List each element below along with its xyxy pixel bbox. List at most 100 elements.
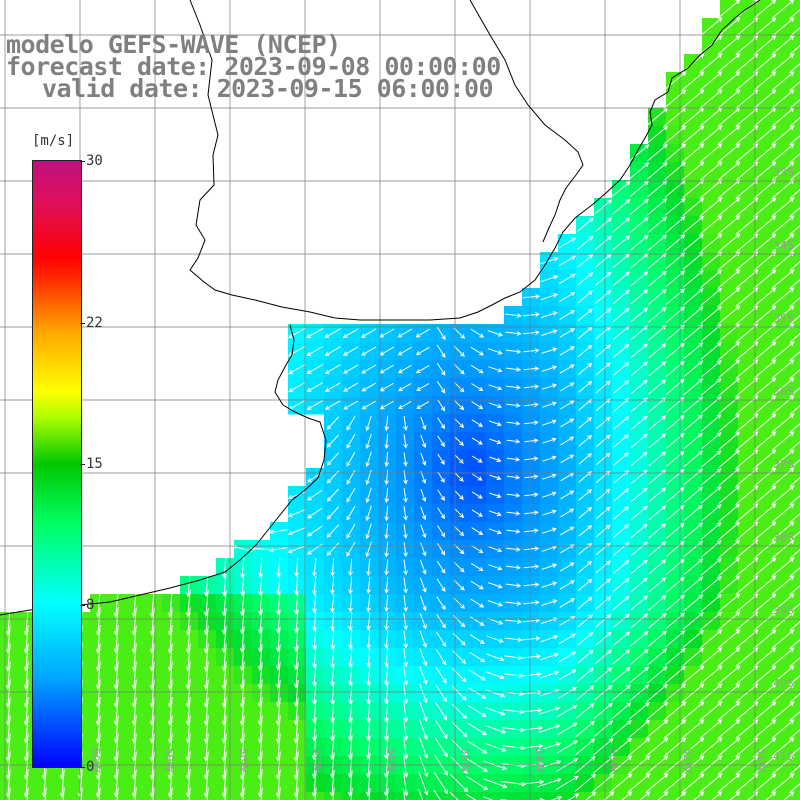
wind-arrow <box>682 270 704 288</box>
wind-arrow <box>314 787 317 800</box>
wind-arrow <box>683 450 704 468</box>
wind-arrow <box>630 595 648 611</box>
wind-arrow <box>366 612 371 631</box>
wind-arrow <box>575 720 595 737</box>
wind-cell <box>792 0 800 19</box>
wind-arrow <box>718 521 741 540</box>
wind-arrow <box>454 400 465 411</box>
lon-label: 54W <box>533 748 546 773</box>
wind-cell <box>792 144 800 163</box>
wind-arrow <box>343 400 359 410</box>
wind-arrow <box>437 399 446 412</box>
wind-arrow <box>790 63 800 73</box>
wind-arrow <box>664 665 686 684</box>
wind-arrow <box>718 179 741 199</box>
wind-arrow <box>595 614 612 628</box>
wind-arrow <box>346 523 356 539</box>
wind-arrow <box>592 738 614 756</box>
wind-arrow <box>700 737 723 757</box>
wind-arrow <box>403 595 408 612</box>
wind-arrow <box>683 576 704 594</box>
wind-arrow <box>379 364 394 374</box>
wind-arrow <box>486 635 504 643</box>
wind-arrow <box>489 492 502 499</box>
wind-arrow <box>790 117 800 127</box>
wind-arrow <box>384 577 389 594</box>
wind-arrow <box>772 593 795 613</box>
wind-arrow <box>718 647 741 667</box>
wind-arrow <box>471 527 484 535</box>
wind-arrow <box>420 577 427 593</box>
wind-arrow <box>772 395 795 415</box>
wind-arrow <box>365 433 372 450</box>
wind-arrow <box>754 557 777 577</box>
lat-label: 35S <box>773 312 794 325</box>
wind-arrow <box>593 720 614 738</box>
wind-arrow <box>557 687 577 699</box>
wind-arrow <box>700 305 722 324</box>
wind-arrow <box>420 524 427 539</box>
wind-cell <box>792 648 800 667</box>
wind-arrow <box>790 261 800 271</box>
wind-arrow <box>772 89 795 109</box>
wind-arrow <box>595 290 612 304</box>
wind-arrow <box>647 270 667 287</box>
wind-arrow <box>595 416 611 430</box>
wind-cell <box>468 792 487 800</box>
wind-arrow <box>360 328 377 338</box>
wind-arrow <box>754 431 777 451</box>
wind-arrow <box>468 669 486 681</box>
wind-arrow <box>700 593 722 612</box>
wind-arrow <box>790 279 800 289</box>
wind-arrow <box>258 557 263 578</box>
wind-arrow <box>595 344 611 358</box>
wind-arrow <box>418 701 428 722</box>
wind-arrow <box>557 722 578 736</box>
wind-arrow <box>343 382 359 392</box>
wind-cell <box>792 684 800 703</box>
wind-arrow <box>648 577 667 593</box>
wind-arrow <box>524 420 539 426</box>
wind-arrow <box>453 327 466 339</box>
wind-arrow <box>754 485 777 505</box>
wind-arrow <box>379 400 394 410</box>
wind-arrow <box>541 311 558 319</box>
wind-arrow <box>522 294 541 299</box>
wind-cell <box>792 198 800 217</box>
wind-arrow <box>754 611 777 631</box>
wind-arrow <box>578 453 592 465</box>
wind-arrow <box>772 305 795 325</box>
wind-arrow <box>665 594 685 611</box>
wind-arrow <box>578 362 593 375</box>
wind-arrow <box>403 488 408 503</box>
wind-arrow <box>665 415 685 431</box>
wind-arrow <box>613 506 630 520</box>
lon-label: 58W <box>237 748 250 773</box>
wind-arrow <box>772 485 795 505</box>
wind-arrow <box>384 415 390 432</box>
wind-arrow <box>630 343 648 359</box>
wind-arrow <box>682 215 705 234</box>
wind-arrow <box>575 738 596 756</box>
wind-arrow <box>537 742 562 752</box>
wind-arrow <box>665 522 685 539</box>
wind-arrow <box>754 269 777 289</box>
wind-arrow <box>648 361 667 377</box>
wind-arrow <box>718 251 741 271</box>
wind-arrow <box>718 359 741 379</box>
wind-arrow <box>350 787 353 800</box>
wind-arrow <box>576 217 594 232</box>
wind-arrow <box>646 773 669 793</box>
wind-arrow <box>718 395 741 414</box>
wind-arrow <box>790 693 800 703</box>
coastline-interior <box>469 0 584 243</box>
wind-arrow <box>700 773 723 793</box>
colorbar-tick-label: 15 <box>86 456 103 472</box>
wind-arrow <box>630 541 648 556</box>
wind-arrow <box>471 491 483 499</box>
wind-cell <box>792 450 800 469</box>
wind-cell <box>792 468 800 487</box>
wind-arrow <box>450 721 468 738</box>
wind-arrow <box>772 413 795 433</box>
wind-arrow <box>542 473 557 480</box>
